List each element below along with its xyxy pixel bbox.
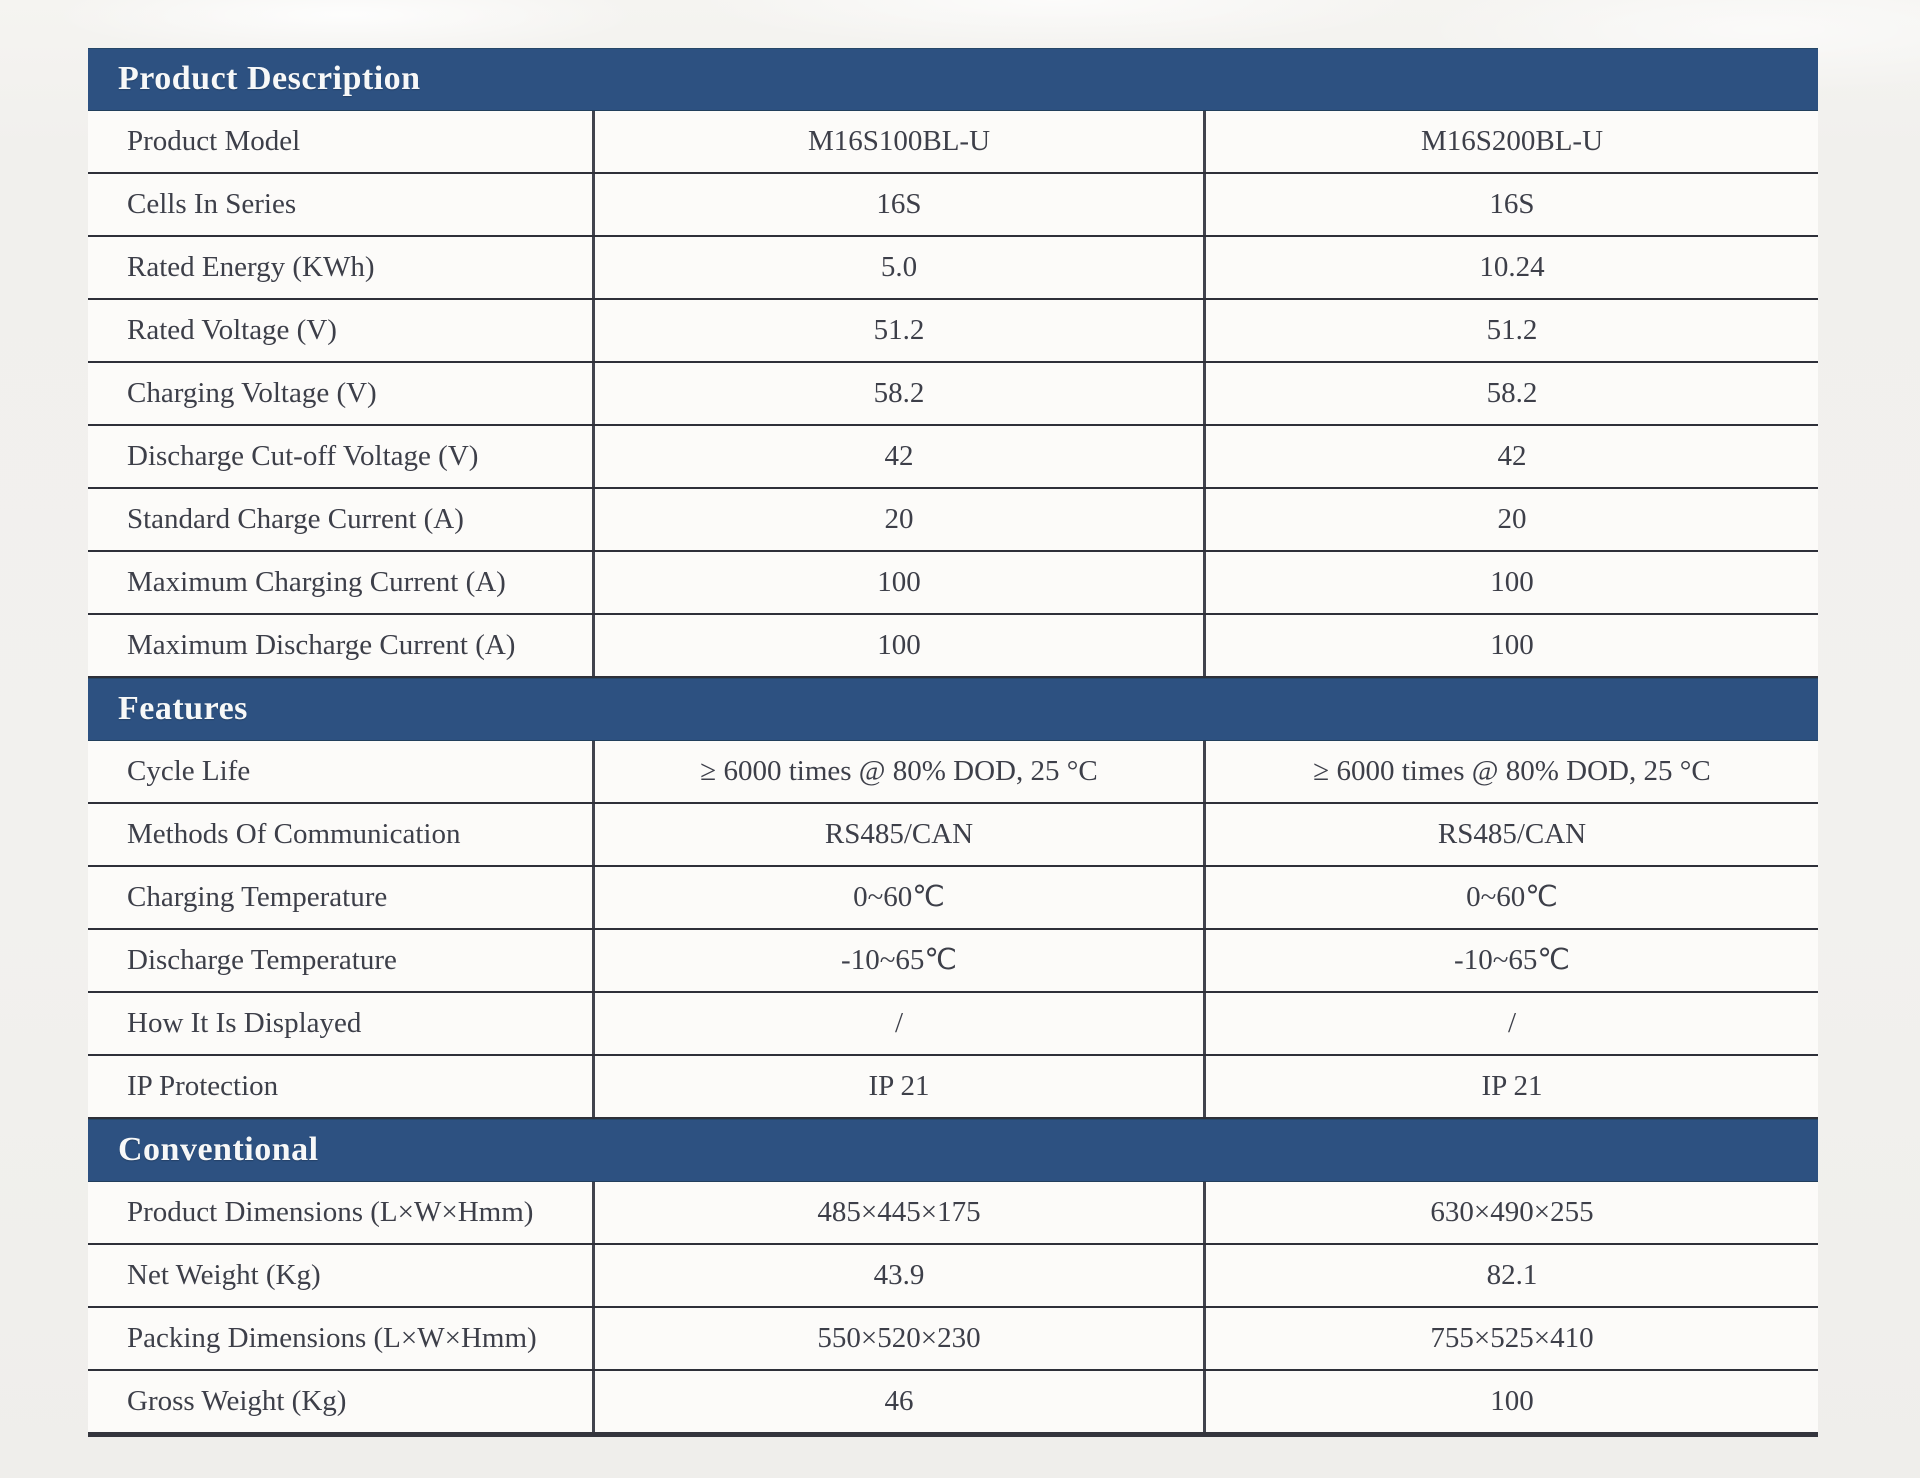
table-row: Discharge Temperature -10~65℃ -10~65℃	[88, 930, 1818, 993]
row-label: Cycle Life	[127, 755, 251, 787]
table-row: Cells In Series 16S 16S	[88, 174, 1818, 237]
table-row: Maximum Discharge Current (A) 100 100	[88, 615, 1818, 678]
row-label: Charging Temperature	[127, 881, 388, 913]
row-label: Gross Weight (Kg)	[127, 1385, 347, 1417]
row-label: Packing Dimensions (L×W×Hmm)	[127, 1322, 537, 1354]
value-model-2: 82.1	[1203, 1245, 1818, 1306]
value-model-2: ≥ 6000 times @ 80% DOD, 25 °C	[1203, 741, 1818, 802]
value-model-1: 550×520×230	[592, 1308, 1203, 1369]
section-title: Conventional	[118, 1131, 319, 1168]
value-model-1: 485×445×175	[592, 1182, 1203, 1243]
value-model-1: IP 21	[592, 1056, 1203, 1117]
value-model-1: /	[592, 993, 1203, 1054]
value-model-2: 16S	[1203, 174, 1818, 235]
row-label: Methods Of Communication	[127, 818, 461, 850]
row-label: Discharge Temperature	[127, 944, 397, 976]
table-row: IP Protection IP 21 IP 21	[88, 1056, 1818, 1119]
value-model-2: RS485/CAN	[1203, 804, 1818, 865]
section-title: Features	[118, 690, 248, 727]
section-header-conventional: Conventional	[88, 1119, 1818, 1182]
value-model-1: 5.0	[592, 237, 1203, 298]
table-row: Gross Weight (Kg) 46 100	[88, 1371, 1818, 1437]
value-model-1: 58.2	[592, 363, 1203, 424]
row-label: Discharge Cut-off Voltage (V)	[127, 440, 479, 472]
table-row: Standard Charge Current (A) 20 20	[88, 489, 1818, 552]
value-model-2: 100	[1203, 615, 1818, 676]
row-label: Product Model	[127, 125, 301, 157]
value-model-2: M16S200BL-U	[1203, 111, 1818, 172]
table-row: Charging Voltage (V) 58.2 58.2	[88, 363, 1818, 426]
value-model-2: /	[1203, 993, 1818, 1054]
value-model-2: -10~65℃	[1203, 930, 1818, 991]
row-label: Rated Voltage (V)	[127, 314, 337, 346]
table-row: Rated Voltage (V) 51.2 51.2	[88, 300, 1818, 363]
value-model-2: 42	[1203, 426, 1818, 487]
value-model-1: 0~60℃	[592, 867, 1203, 928]
value-model-1: M16S100BL-U	[592, 111, 1203, 172]
value-model-1: 20	[592, 489, 1203, 550]
value-model-2: 58.2	[1203, 363, 1818, 424]
section-title: Product Description	[118, 60, 421, 97]
row-label: Rated Energy (KWh)	[127, 251, 375, 283]
spec-table: Product Description Product Model M16S10…	[88, 48, 1818, 1437]
value-model-1: -10~65℃	[592, 930, 1203, 991]
value-model-2: 755×525×410	[1203, 1308, 1818, 1369]
section-header-product-description: Product Description	[88, 48, 1818, 111]
value-model-1: 43.9	[592, 1245, 1203, 1306]
row-label: Product Dimensions (L×W×Hmm)	[127, 1196, 534, 1228]
value-model-1: 100	[592, 615, 1203, 676]
table-row: Product Dimensions (L×W×Hmm) 485×445×175…	[88, 1182, 1818, 1245]
row-label: Maximum Charging Current (A)	[127, 566, 506, 598]
value-model-1: 42	[592, 426, 1203, 487]
value-model-2: 10.24	[1203, 237, 1818, 298]
row-label: Standard Charge Current (A)	[127, 503, 464, 535]
table-row: Product Model M16S100BL-U M16S200BL-U	[88, 111, 1818, 174]
value-model-1: ≥ 6000 times @ 80% DOD, 25 °C	[592, 741, 1203, 802]
value-model-1: 46	[592, 1371, 1203, 1432]
table-row: Rated Energy (KWh) 5.0 10.24	[88, 237, 1818, 300]
row-label: Maximum Discharge Current (A)	[127, 629, 516, 661]
table-row: Charging Temperature 0~60℃ 0~60℃	[88, 867, 1818, 930]
value-model-1: 100	[592, 552, 1203, 613]
table-row: How It Is Displayed / /	[88, 993, 1818, 1056]
value-model-2: 0~60℃	[1203, 867, 1818, 928]
value-model-2: 20	[1203, 489, 1818, 550]
value-model-2: 100	[1203, 1371, 1818, 1432]
value-model-1: RS485/CAN	[592, 804, 1203, 865]
table-row: Net Weight (Kg) 43.9 82.1	[88, 1245, 1818, 1308]
table-row: Discharge Cut-off Voltage (V) 42 42	[88, 426, 1818, 489]
row-label: Cells In Series	[127, 188, 297, 220]
row-label: How It Is Displayed	[127, 1007, 362, 1039]
table-row: Cycle Life ≥ 6000 times @ 80% DOD, 25 °C…	[88, 741, 1818, 804]
value-model-2: 630×490×255	[1203, 1182, 1818, 1243]
row-label: Charging Voltage (V)	[127, 377, 377, 409]
value-model-1: 16S	[592, 174, 1203, 235]
section-header-features: Features	[88, 678, 1818, 741]
row-label: IP Protection	[127, 1070, 279, 1102]
value-model-2: 51.2	[1203, 300, 1818, 361]
table-row: Maximum Charging Current (A) 100 100	[88, 552, 1818, 615]
value-model-2: 100	[1203, 552, 1818, 613]
row-label: Net Weight (Kg)	[127, 1259, 321, 1291]
value-model-2: IP 21	[1203, 1056, 1818, 1117]
table-row: Packing Dimensions (L×W×Hmm) 550×520×230…	[88, 1308, 1818, 1371]
table-row: Methods Of Communication RS485/CAN RS485…	[88, 804, 1818, 867]
value-model-1: 51.2	[592, 300, 1203, 361]
